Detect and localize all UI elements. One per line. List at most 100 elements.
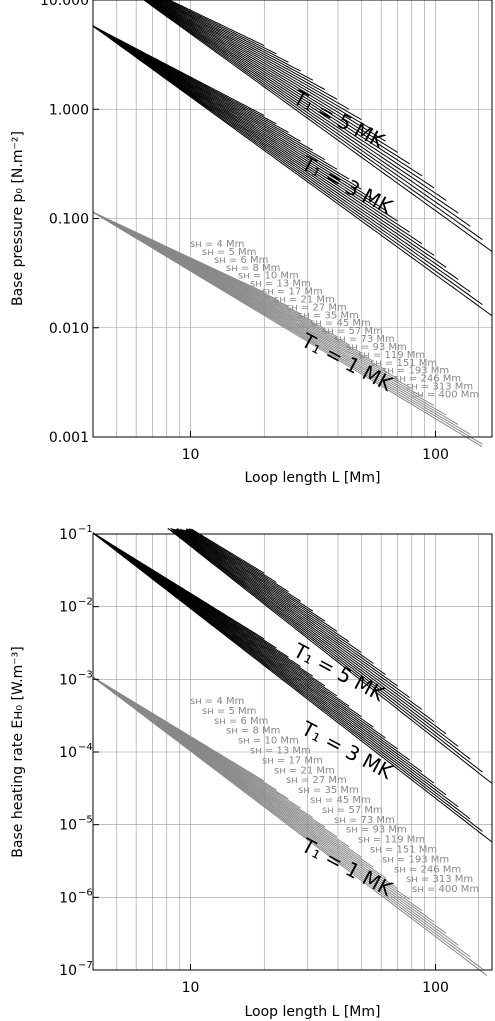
scale-height-label: sʜ = 17 Mm xyxy=(262,755,323,766)
series-line-5mk xyxy=(149,0,423,177)
curve-group xyxy=(92,527,493,976)
scale-height-label: sʜ = 13 Mm xyxy=(250,279,311,290)
series-line-5mk xyxy=(162,0,301,72)
series-line-5mk xyxy=(152,0,386,142)
scale-height-label: sʜ = 246 Mm xyxy=(394,374,461,385)
series-line-5mk xyxy=(186,528,301,602)
series-line-5mk xyxy=(180,529,374,664)
y-tick-exponent: −1 xyxy=(78,524,93,535)
y-tick-label: 10 xyxy=(59,672,77,688)
series-line-5mk xyxy=(153,0,374,131)
series-line-5mk xyxy=(145,0,459,214)
series-line-5mk xyxy=(158,0,338,100)
scale-height-label: sʜ = 313 Mm xyxy=(406,382,473,393)
series-line-5mk xyxy=(166,0,277,55)
y-axis-label: Base pressure p₀ [N.m⁻²] xyxy=(10,131,26,306)
series-line-5mk xyxy=(146,0,447,201)
scale-height-label: sʜ = 35 Mm xyxy=(298,310,359,321)
scale-height-label: sʜ = 4 Mm xyxy=(190,696,244,707)
series-line-5mk xyxy=(164,0,289,63)
y-tick-label: 10.000 xyxy=(40,0,89,9)
series-line-5mk xyxy=(170,527,459,747)
scale-height-label: sʜ = 35 Mm xyxy=(298,785,359,796)
series-line-3mk xyxy=(92,25,435,256)
y-tick-label: 0.010 xyxy=(49,321,89,337)
x-tick-label: 10 xyxy=(182,447,200,463)
scale-height-label: sʜ = 10 Mm xyxy=(238,271,299,282)
y-tick-exponent: −2 xyxy=(78,597,93,608)
y-tick-exponent: −6 xyxy=(78,887,93,898)
y-tick-label: 1.000 xyxy=(49,102,89,118)
series-line-5mk xyxy=(191,528,265,574)
temperature-label: T₁ = 5 MK xyxy=(289,85,389,154)
scale-height-label: sʜ = 10 Mm xyxy=(238,736,299,747)
scale-height-label: sʜ = 27 Mm xyxy=(286,302,347,313)
scale-height-label: sʜ = 6 Mm xyxy=(214,255,268,266)
series-line-5mk xyxy=(186,529,314,612)
scale-height-label: sʜ = 17 Mm xyxy=(262,287,323,298)
scale-height-label: sʜ = 13 Mm xyxy=(250,746,311,757)
series-line-5mk xyxy=(184,529,338,632)
series-line-5mk xyxy=(147,0,435,189)
series-line-3mk xyxy=(92,25,447,268)
y-axis-label: Base heating rate Eʜ₀ [W.m⁻³] xyxy=(10,646,26,857)
scale-height-label: sʜ = 21 Mm xyxy=(274,294,335,305)
series-line-1mk xyxy=(92,211,483,448)
series-line-5mk xyxy=(179,528,362,653)
scale-height-label: sʜ = 93 Mm xyxy=(346,342,407,353)
scale-height-label: sʜ = 313 Mm xyxy=(406,874,473,885)
series-line-5mk xyxy=(167,527,493,784)
series-line-5mk xyxy=(151,0,398,153)
scale-height-label: sʜ = 73 Mm xyxy=(334,815,395,826)
x-tick-label: 100 xyxy=(422,447,449,463)
y-tick-label: 0.100 xyxy=(49,212,89,228)
y-tick-label: 10 xyxy=(59,963,77,979)
scale-height-label: sʜ = 6 Mm xyxy=(214,716,268,727)
x-tick-label: 100 xyxy=(422,980,449,996)
series-line-5mk xyxy=(176,527,386,676)
scale-height-label: sʜ = 4 Mm xyxy=(190,239,244,250)
y-tick-label: 10 xyxy=(59,600,77,616)
series-line-5mk xyxy=(188,528,289,593)
scale-height-label: sʜ = 21 Mm xyxy=(274,765,335,776)
chart-panel-1: 0.001 0.010 0.100 1.000 10.000 10 100 Loop leng… xyxy=(10,0,493,486)
y-tick-exponent: −3 xyxy=(78,669,93,680)
series-line-5mk xyxy=(175,528,410,699)
y-tick-label: 0.001 xyxy=(49,430,89,446)
scale-height-label: sʜ = 400 Mm xyxy=(412,884,479,895)
series-line-5mk xyxy=(173,528,435,723)
series-line-3mk xyxy=(92,25,483,306)
y-tick-label: 10 xyxy=(59,890,77,906)
series-line-5mk xyxy=(155,0,362,121)
scale-height-label: sʜ = 73 Mm xyxy=(334,334,395,345)
y-tick-exponent: −5 xyxy=(78,815,93,826)
series-line-5mk xyxy=(143,0,493,252)
scale-height-label: sʜ = 151 Mm xyxy=(370,358,437,369)
scale-height-label: sʜ = 151 Mm xyxy=(370,845,437,856)
x-tick-label: 10 xyxy=(182,980,200,996)
y-tick-label: 10 xyxy=(59,745,77,761)
scale-height-label: sʜ = 27 Mm xyxy=(286,775,347,786)
series-line-1mk xyxy=(92,676,488,976)
scale-height-label: sʜ = 193 Mm xyxy=(382,854,449,865)
series-line-5mk xyxy=(182,529,350,643)
series-line-5mk xyxy=(168,0,265,47)
scale-height-label: sʜ = 5 Mm xyxy=(202,706,256,717)
series-line-5mk xyxy=(156,0,350,110)
y-tick-exponent: −4 xyxy=(78,742,93,753)
scale-height-label: sʜ = 193 Mm xyxy=(382,366,449,377)
scale-height-label: sʜ = 45 Mm xyxy=(310,795,371,806)
series-line-5mk xyxy=(172,528,447,735)
series-line-5mk xyxy=(189,528,277,583)
series-line-5mk xyxy=(172,530,471,760)
scale-height-label: sʜ = 119 Mm xyxy=(358,350,425,361)
x-axis-label: Loop length L [Mm] xyxy=(245,470,381,486)
scale-height-label: sʜ = 57 Mm xyxy=(322,805,383,816)
scale-height-label: sʜ = 45 Mm xyxy=(310,318,371,329)
scale-height-label: sʜ = 8 Mm xyxy=(226,263,280,274)
x-axis-label: Loop length L [Mm] xyxy=(245,1004,381,1020)
series-line-3mk xyxy=(92,25,459,280)
scale-height-label: sʜ = 57 Mm xyxy=(322,326,383,337)
series-line-3mk xyxy=(92,25,493,317)
